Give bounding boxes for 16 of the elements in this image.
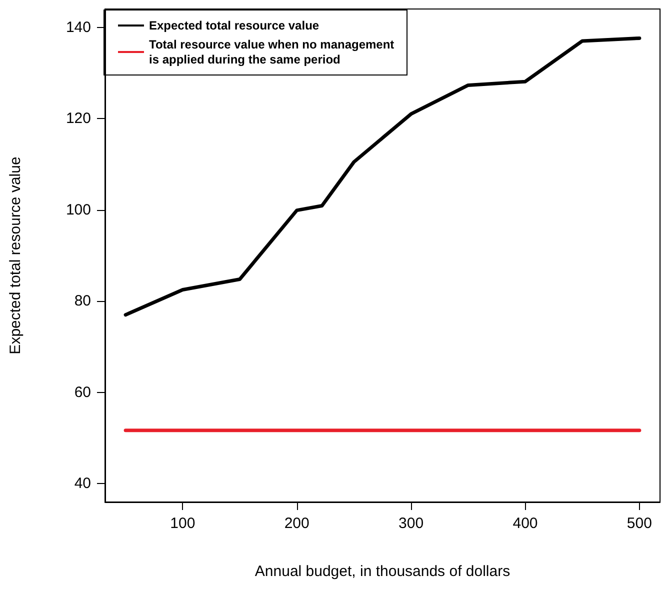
x-tick-label: 500 [626, 515, 652, 532]
x-tick-label: 100 [170, 515, 196, 532]
x-tick-label: 200 [284, 515, 310, 532]
y-tick-label: 100 [66, 201, 91, 218]
x-tick-label: 400 [512, 515, 538, 532]
y-tick-label: 140 [66, 18, 91, 36]
y-axis-title: Expected total resource value [7, 156, 24, 354]
legend-label: Expected total resource value [149, 18, 320, 32]
line-series [124, 36, 642, 317]
x-axis-title: Annual budget, in thousands of dollars [254, 563, 510, 580]
y-tick-label: 60 [74, 384, 91, 401]
y-tick-label: 80 [74, 292, 91, 310]
x-tick-label: 300 [398, 515, 424, 532]
y-tick-label: 40 [74, 475, 91, 492]
y-tick-label: 120 [66, 110, 91, 128]
legend-label: Total resource value when no management is applied during the same period [149, 38, 398, 66]
